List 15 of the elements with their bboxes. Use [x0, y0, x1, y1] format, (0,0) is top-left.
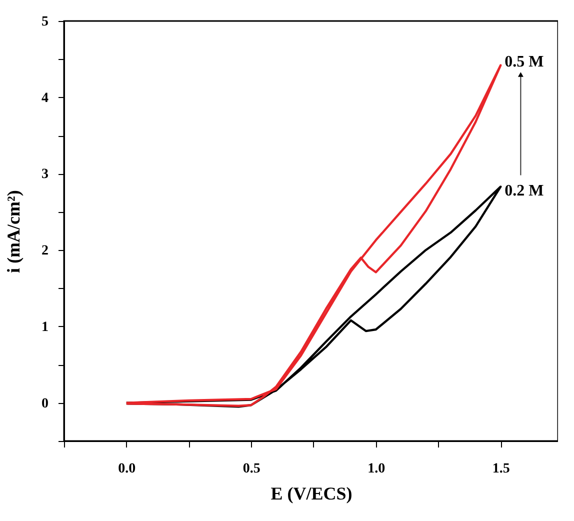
y-tick-label: 2 — [42, 244, 48, 259]
x-axis-title: E (V/ECS) — [270, 484, 352, 504]
y-tick-label: 1 — [42, 320, 48, 335]
annotation: 0.5 M — [504, 53, 544, 70]
line-series — [125, 64, 502, 407]
y-tick-label: 4 — [42, 90, 48, 106]
y-tick-label: 5 — [42, 14, 48, 30]
y-axis-title: i (mA/cm²) — [4, 190, 24, 273]
annotation: 0.2 M — [504, 182, 544, 200]
x-tick-label: 1.0 — [368, 462, 386, 476]
y-tick-label: 0 — [42, 396, 48, 412]
x-tick-label: 0.5 — [242, 462, 260, 476]
x-tick-label: 0.0 — [118, 462, 136, 476]
x-tick-label: 1.5 — [492, 462, 510, 476]
y-tick-label: 3 — [42, 167, 48, 182]
